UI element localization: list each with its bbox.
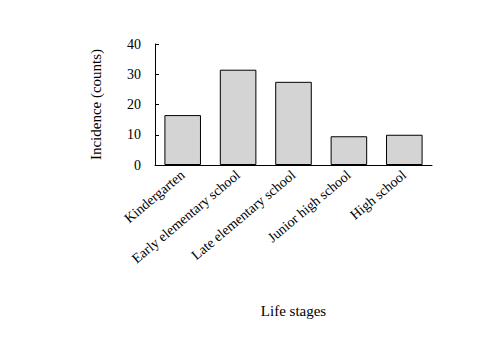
svg-text:Early elementary school: Early elementary school bbox=[129, 167, 243, 266]
svg-text:Late elementary school: Late elementary school bbox=[189, 167, 299, 263]
svg-text:Junior high school: Junior high school bbox=[265, 167, 354, 245]
svg-text:Kindergarten: Kindergarten bbox=[121, 167, 188, 227]
svg-text:Incidence (counts): Incidence (counts) bbox=[88, 49, 105, 160]
svg-text:20: 20 bbox=[127, 97, 141, 112]
svg-text:10: 10 bbox=[127, 127, 141, 142]
svg-text:30: 30 bbox=[127, 67, 141, 82]
svg-text:0: 0 bbox=[134, 158, 141, 173]
svg-text:Life stages: Life stages bbox=[261, 303, 327, 319]
svg-text:High school: High school bbox=[347, 167, 409, 222]
svg-text:40: 40 bbox=[127, 37, 141, 52]
